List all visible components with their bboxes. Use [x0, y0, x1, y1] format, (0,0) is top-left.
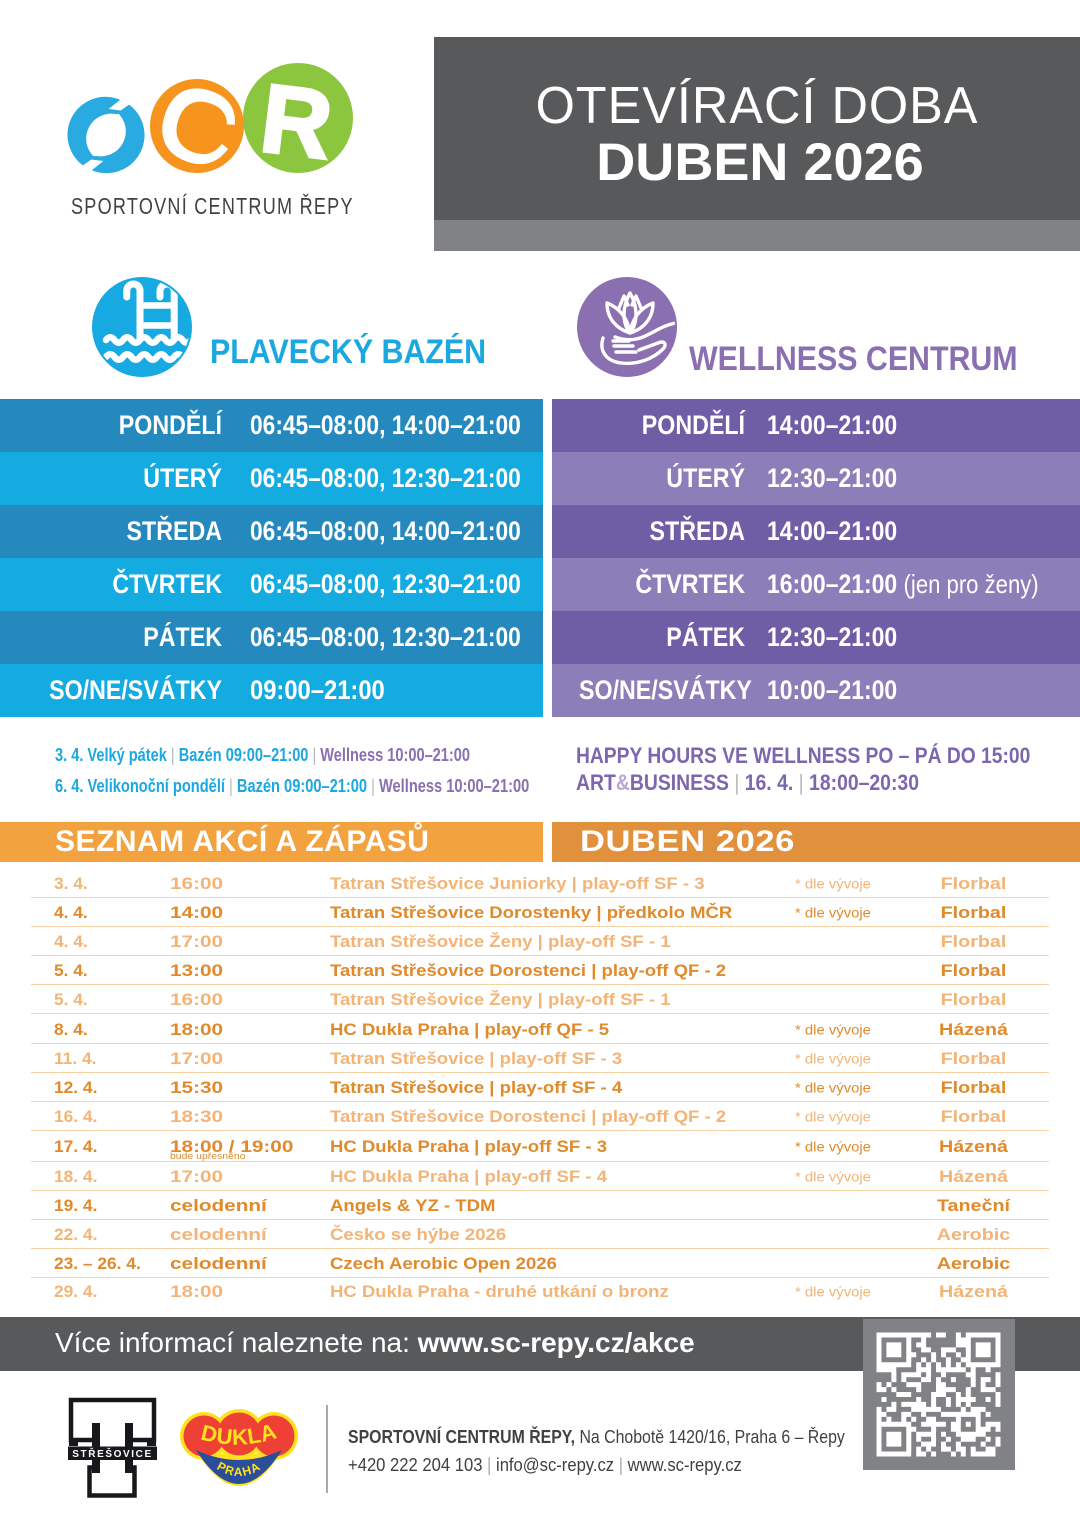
svg-text:R: R: [255, 63, 338, 180]
svg-text:STŘEŠOVICE: STŘEŠOVICE: [72, 1447, 152, 1460]
svg-text:PRAHA: PRAHA: [215, 1459, 264, 1479]
